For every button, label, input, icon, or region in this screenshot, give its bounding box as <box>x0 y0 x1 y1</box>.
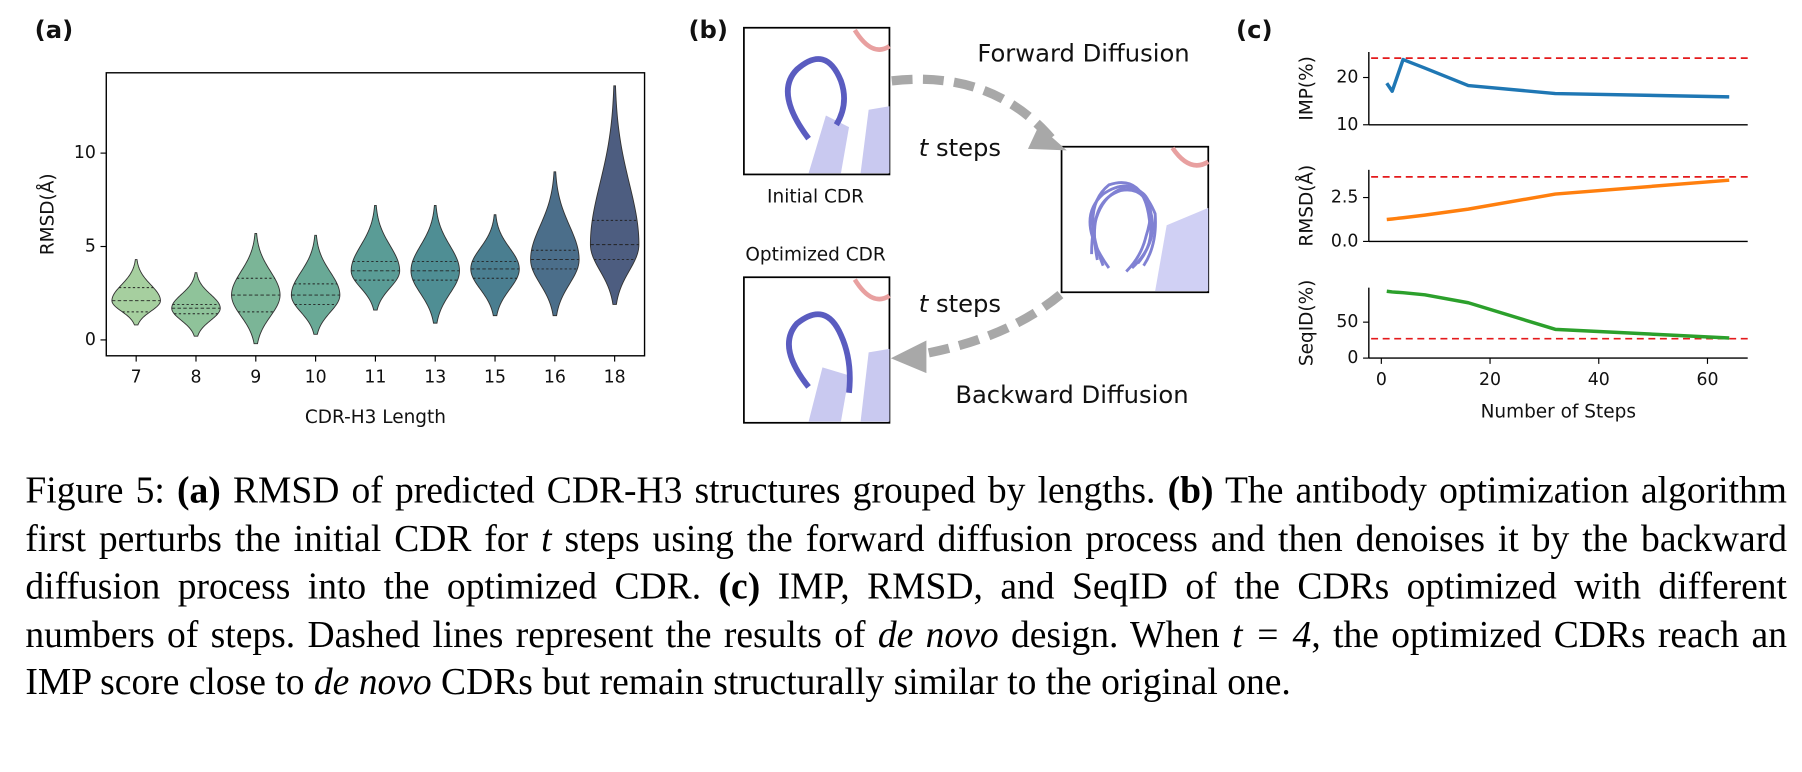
x-tick-label: 60 <box>1696 370 1718 390</box>
structure-noised <box>1060 145 1210 294</box>
caption-run: The antibody optimization algorithm firs… <box>25 470 1787 560</box>
violin <box>350 204 401 311</box>
caption-run: steps using the forward diffusion proces… <box>25 518 1787 608</box>
x-tick-label: 13 <box>424 368 446 388</box>
word: steps <box>936 133 1001 162</box>
caption-run: IMP, RMSD, and SeqID of the CDRs optimiz… <box>25 566 1787 656</box>
diagram-label: Optimized CDR <box>745 244 886 265</box>
y-tick-label: 10 <box>74 143 96 163</box>
diagram: Initial CDR Optimized CDR Forward Diffus… <box>743 26 1210 424</box>
panel-label: (b) <box>688 15 728 44</box>
y-tick-label: 0.0 <box>1331 231 1359 251</box>
y-tick-label: 2.5 <box>1331 188 1359 208</box>
caption-box: Figure 5: (a) RMSD of predicted CDR-H3 s… <box>25 468 1787 708</box>
y-axis-label: SeqID(%) <box>1297 280 1318 366</box>
caption-run: t = 4 <box>1232 614 1312 656</box>
x-tick-label: 0 <box>1376 370 1387 390</box>
violin <box>470 214 520 317</box>
variable: t <box>919 289 930 318</box>
caption-run: (b) <box>1167 470 1214 512</box>
x-tick-label: 18 <box>604 368 626 388</box>
violin <box>231 232 281 345</box>
structure-initial <box>743 26 891 176</box>
variable: t <box>919 133 930 162</box>
x-tick-label: 9 <box>250 368 261 388</box>
x-tick-label: 8 <box>190 368 201 388</box>
x-tick-label: 40 <box>1588 370 1610 390</box>
caption-run: (a) <box>176 470 221 512</box>
caption-run: , the optimized CDRs reach an IMP score … <box>25 614 1787 704</box>
violin <box>589 85 640 305</box>
caption-run: RMSD of predicted CDR-H3 structures grou… <box>220 470 1168 512</box>
x-tick-label: 15 <box>484 368 506 388</box>
y-tick-label: 20 <box>1336 68 1358 88</box>
y-tick-label: 5 <box>85 237 96 257</box>
x-axis-label: CDR-H3 Length <box>305 407 446 428</box>
caption-run: t <box>541 518 552 560</box>
x-tick-label: 10 <box>305 368 327 388</box>
y-axis-label: IMP(%) <box>1297 56 1318 120</box>
caption-run: CDRs but remain structurally similar to … <box>431 662 1291 704</box>
x-axis-label: Number of Steps <box>1481 401 1636 422</box>
structure-optimized <box>743 276 891 424</box>
x-tick-label: 7 <box>131 368 142 388</box>
violin <box>410 204 460 324</box>
violin <box>111 259 161 326</box>
data-line <box>1386 289 1730 340</box>
violin <box>290 234 341 335</box>
caption-run: de novo <box>313 662 432 704</box>
caption: Figure 5: (a) RMSD of predicted CDR-H3 s… <box>25 468 1787 708</box>
panel-label: (c) <box>1236 15 1273 44</box>
caption-run: (c) <box>718 566 761 608</box>
x-tick-label: 20 <box>1479 370 1501 390</box>
panel-label: (a) <box>35 15 74 44</box>
diagram-label: Forward Diffusion <box>977 38 1189 67</box>
word: steps <box>936 289 1001 318</box>
y-tick-label: 10 <box>1336 115 1358 135</box>
y-axis-label: RMSD(Å) <box>37 173 59 255</box>
diagram-label: Backward Diffusion <box>955 380 1188 409</box>
y-axis-label: RMSD(Å) <box>1296 165 1318 247</box>
x-tick-label: 11 <box>364 368 386 388</box>
x-tick-label: 16 <box>544 368 566 388</box>
diagram-label: Initial CDR <box>767 187 864 208</box>
y-tick-label: 0 <box>85 330 96 350</box>
caption-run: design. When <box>998 614 1233 656</box>
caption-run: de novo <box>877 614 999 656</box>
y-tick-label: 0 <box>1347 348 1358 368</box>
y-tick-label: 50 <box>1336 312 1358 332</box>
violin <box>530 171 580 317</box>
diagram-label: t steps <box>919 289 1001 318</box>
diagram-label: t steps <box>919 133 1001 162</box>
data-line <box>1385 57 1730 99</box>
caption-run: Figure 5: <box>25 470 177 512</box>
data-line <box>1386 178 1730 222</box>
